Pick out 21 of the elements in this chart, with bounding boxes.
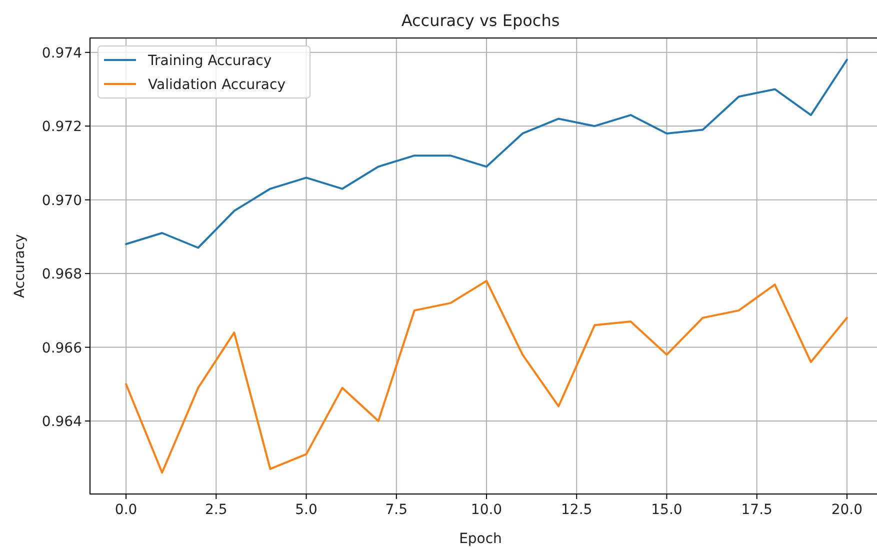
x-tick-label: 10.0 <box>470 502 502 518</box>
x-tick-label: 15.0 <box>651 502 682 518</box>
y-tick-label: 0.970 <box>42 192 82 209</box>
y-tick-label: 0.966 <box>42 340 82 356</box>
x-tick-label: 2.5 <box>205 502 228 518</box>
x-tick-label: 0.0 <box>114 502 138 518</box>
x-tick-label: 12.5 <box>561 502 592 518</box>
x-tick-label: 5.0 <box>295 502 318 518</box>
y-tick-label: 0.968 <box>42 266 82 283</box>
x-tick-label: 20.0 <box>831 502 863 518</box>
y-tick-label: 0.964 <box>42 414 82 430</box>
legend-label: Validation Accuracy <box>148 77 286 93</box>
line-series <box>125 280 848 474</box>
y-tick-label: 0.974 <box>42 45 82 62</box>
y-tick-label: 0.972 <box>42 119 82 136</box>
y-axis-title: Accuracy <box>12 234 28 298</box>
legend-label: Training Accuracy <box>147 53 272 69</box>
x-tick-label: 17.5 <box>741 502 772 518</box>
x-axis-title: Epoch <box>459 531 502 547</box>
chart-title: Accuracy vs Epochs <box>401 11 560 30</box>
x-tick-label: 7.5 <box>385 502 408 518</box>
